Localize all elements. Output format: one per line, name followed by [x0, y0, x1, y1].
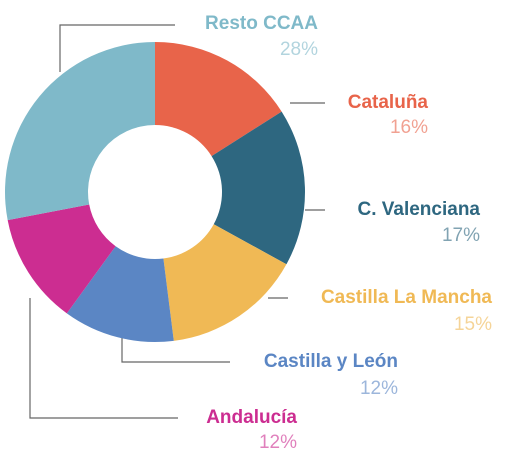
leader-line	[29, 298, 178, 419]
value-label: 15%	[454, 314, 492, 335]
slice-label: C. Valenciana	[357, 199, 480, 220]
slice	[211, 111, 305, 265]
slice-label: Castilla La Mancha	[321, 287, 492, 308]
slice-label: Castilla y León	[264, 351, 398, 372]
slice	[66, 246, 174, 342]
leader-line	[121, 338, 230, 363]
slice	[4, 42, 155, 221]
value-label: 28%	[280, 39, 318, 60]
slice-label: Resto CCAA	[205, 13, 318, 34]
slice-label: Andalucía	[206, 407, 297, 428]
slice-label: Cataluña	[348, 92, 429, 113]
value-label: 12%	[360, 378, 398, 399]
value-label: 12%	[259, 432, 297, 450]
slice	[7, 204, 116, 314]
slice	[155, 42, 282, 157]
leader-lines	[29, 24, 325, 419]
value-label: 17%	[442, 225, 480, 246]
value-label: 16%	[390, 117, 428, 138]
slice	[163, 224, 287, 341]
leader-line	[59, 24, 175, 72]
